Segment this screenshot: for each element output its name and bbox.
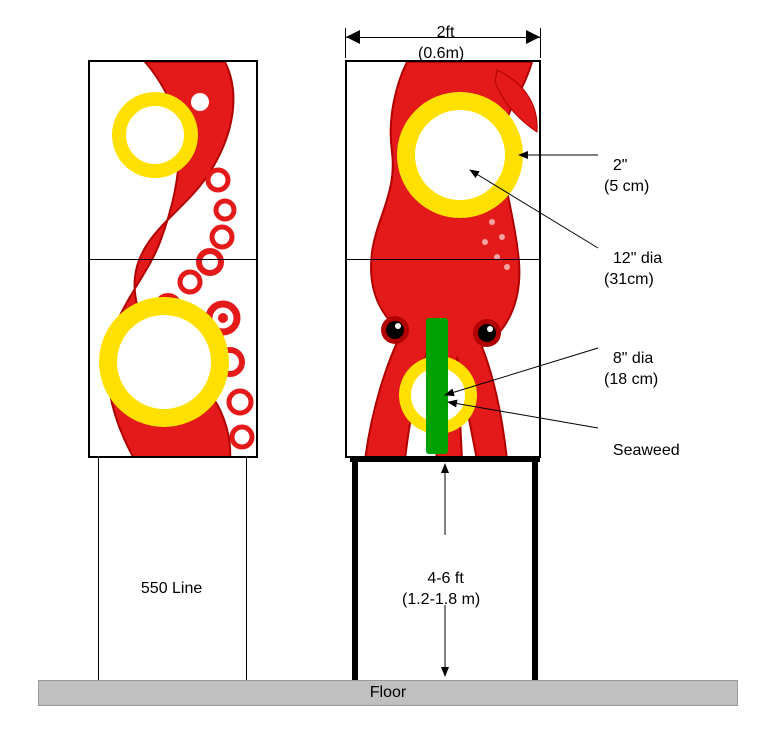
left-bottom-target xyxy=(99,297,229,427)
arrow-right-icon xyxy=(526,30,540,44)
dim-top-target: 12" dia(31cm) xyxy=(604,228,662,290)
dim-width-label: 2ft(0.6m) xyxy=(418,2,464,64)
floor-label: Floor xyxy=(370,684,406,701)
left-top-target xyxy=(112,92,198,178)
arrow-left-icon xyxy=(346,30,360,44)
floor-bar: Floor xyxy=(38,680,738,706)
stand-top-bar xyxy=(350,458,540,462)
stand-leg-right xyxy=(532,458,538,680)
seaweed-piece xyxy=(426,318,448,454)
right-top-target xyxy=(397,92,523,218)
left-panel-label: 550 Line xyxy=(132,558,202,600)
dim-height-label: 4-6 ft(1.2-1.8 m) xyxy=(402,548,480,610)
left-support-line xyxy=(246,458,247,680)
left-support-line xyxy=(98,458,99,680)
dim-ring-thickness: 2"(5 cm) xyxy=(604,135,649,197)
dim-bottom-target: 8" dia(18 cm) xyxy=(604,328,658,390)
right-panel-divider xyxy=(347,259,539,260)
seaweed-label: Seaweed xyxy=(604,420,680,462)
stand-leg-left xyxy=(352,458,358,680)
left-panel-divider xyxy=(90,259,256,260)
dim-ext-line xyxy=(345,28,346,58)
dim-ext-line xyxy=(540,28,541,58)
